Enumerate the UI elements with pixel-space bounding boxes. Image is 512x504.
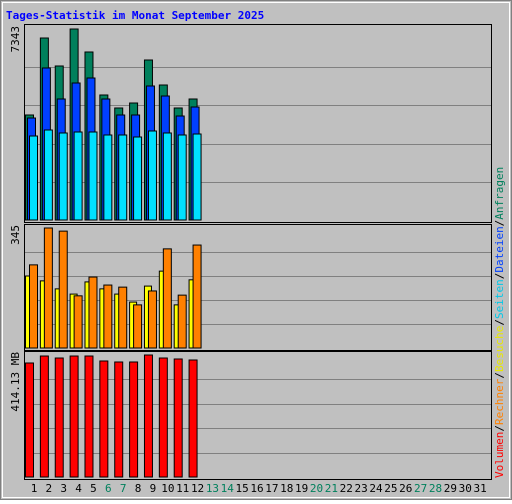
x-tick-label: 15 [236,482,249,495]
x-tick-label: 20 [310,482,323,495]
bar [103,134,113,221]
bar [69,355,79,478]
bar [114,361,124,478]
bar [129,361,139,478]
legend-separator: / [493,220,506,227]
panel-frame [24,351,492,480]
bar [88,131,98,221]
bar [39,355,49,478]
x-tick-label: 24 [369,482,383,495]
bar [177,134,187,221]
bar [147,290,157,349]
legend-separator: / [493,273,506,280]
x-tick-label: 11 [176,482,189,495]
x-tick-label: 30 [459,482,472,495]
x-tick-label: 12 [191,482,204,495]
bar [103,284,113,349]
legend-separator: / [493,319,506,326]
bar [43,227,53,349]
bar [73,295,83,349]
x-tick-label: 21 [325,482,338,495]
x-tick-label: 27 [414,482,427,495]
x-tick-label: 3 [60,482,67,495]
legend-entry: Seiten [493,279,506,319]
legend-entry: Volumen [493,432,506,478]
bar [133,304,143,349]
chart-title: Tages-Statistik im Monat September 2025 [6,9,264,22]
legend-entry: Rechner [493,378,506,425]
bar [158,357,168,478]
x-tick-label: 10 [161,482,174,495]
x-tick-label: 26 [399,482,412,495]
bar [118,134,128,221]
x-tick-label: 4 [75,482,82,495]
x-tick-label: 13 [206,482,219,495]
x-tick-label: 7 [120,482,127,495]
y-tick-label: 414.13 MB [9,352,22,412]
x-tick-label: 6 [105,482,112,495]
bar [188,359,198,478]
bar [84,355,94,478]
x-tick-label: 29 [444,482,457,495]
bar [25,362,34,478]
x-tick-label: 1 [31,482,38,495]
x-tick-label: 22 [340,482,353,495]
x-tick-label: 23 [355,482,368,495]
legend-entry: Dateien [493,226,506,272]
bar [162,132,172,221]
bar [133,136,143,221]
bar [29,135,38,221]
bar [143,354,153,478]
x-tick-label: 17 [265,482,278,495]
x-tick-label: 16 [250,482,263,495]
x-tick-label: 14 [221,482,235,495]
x-tick-label: 31 [473,482,486,495]
x-tick-label: 19 [295,482,308,495]
legend-entry: Anfragen [493,167,506,220]
bevel [2,2,510,498]
bar [147,130,157,221]
bar [192,133,202,221]
bar [58,230,68,349]
bar [99,360,109,478]
bar [43,129,53,221]
y-tick-label: 7343 [9,26,22,53]
legend-separator: / [493,425,506,432]
bar [88,276,98,349]
x-tick-label: 9 [150,482,157,495]
bar [192,244,202,349]
x-tick-label: 2 [46,482,53,495]
bar [162,248,172,349]
legend-separator: / [493,372,506,379]
bar [177,294,187,349]
bar [73,131,83,221]
legend-entry: Besuche [493,326,506,372]
bar [54,357,64,478]
bar [58,132,68,221]
x-tick-label: 25 [384,482,397,495]
bar [173,358,183,478]
y-tick-label: 345 [9,225,22,245]
x-tick-label: 18 [280,482,293,495]
x-tick-label: 5 [90,482,97,495]
x-tick-label: 8 [135,482,142,495]
x-tick-label: 28 [429,482,442,495]
legend: Volumen/Rechner/Besuche/Seiten/Dateien/A… [493,167,506,478]
bar [118,286,128,349]
bar [29,264,38,349]
